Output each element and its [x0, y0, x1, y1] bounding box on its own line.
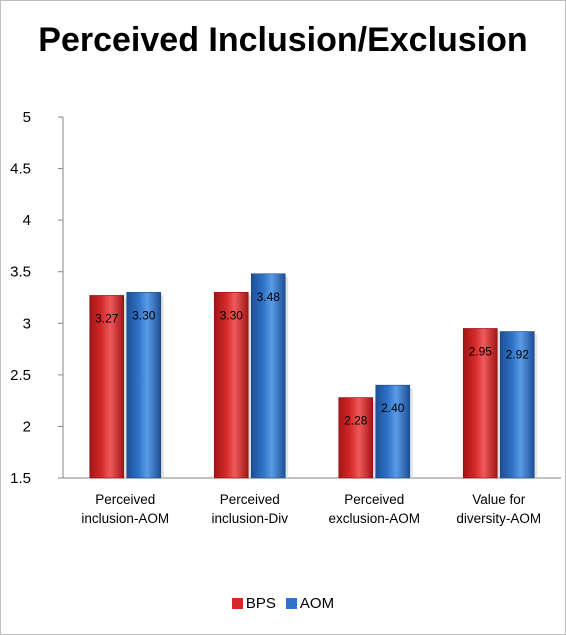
legend-swatch [285, 598, 297, 609]
bar-bps [462, 328, 498, 479]
bar-bps [213, 292, 249, 479]
legend: BPS AOM [1, 595, 565, 612]
x-category-label: exclusion-AOM [328, 511, 420, 526]
y-tick-label: 4 [23, 212, 31, 229]
data-label: 3.30 [132, 308, 156, 322]
data-label: 3.27 [95, 311, 119, 325]
y-tick-label: 3.5 [10, 264, 31, 281]
x-category-label: inclusion-AOM [81, 511, 169, 526]
x-category-label: diversity-AOM [456, 511, 541, 526]
bar-aom [126, 292, 162, 479]
legend-item-bps: BPS [231, 595, 276, 612]
bar-aom [499, 331, 535, 479]
data-label: 3.30 [220, 308, 244, 322]
legend-label: BPS [245, 595, 276, 612]
y-tick-label: 1.5 [10, 470, 31, 487]
y-tick-label: 2.5 [10, 367, 31, 384]
bar-aom [375, 384, 411, 479]
data-label: 2.28 [344, 414, 368, 428]
data-label: 2.40 [381, 401, 405, 415]
bar-bps [89, 295, 125, 479]
data-label: 2.95 [469, 344, 493, 358]
legend-item-aom: AOM [285, 595, 335, 612]
bar-bps [338, 397, 374, 479]
x-category-label: Perceived [95, 492, 155, 507]
x-category-label: Perceived [344, 492, 404, 507]
legend-swatch [231, 598, 243, 609]
data-label: 2.92 [506, 348, 530, 362]
legend-label: AOM [299, 595, 335, 612]
bar-aom [250, 273, 286, 479]
x-category-label: Value for [472, 492, 526, 507]
y-tick-label: 4.5 [10, 161, 31, 178]
y-tick-label: 3 [23, 315, 31, 332]
y-tick-label: 2 [23, 418, 31, 435]
x-category-label: Perceived [220, 492, 280, 507]
data-label: 3.48 [257, 290, 281, 304]
chart-title: Perceived Inclusion/Exclusion [38, 21, 528, 59]
x-category-label: inclusion-Div [211, 511, 288, 526]
y-tick-label: 5 [23, 109, 31, 126]
